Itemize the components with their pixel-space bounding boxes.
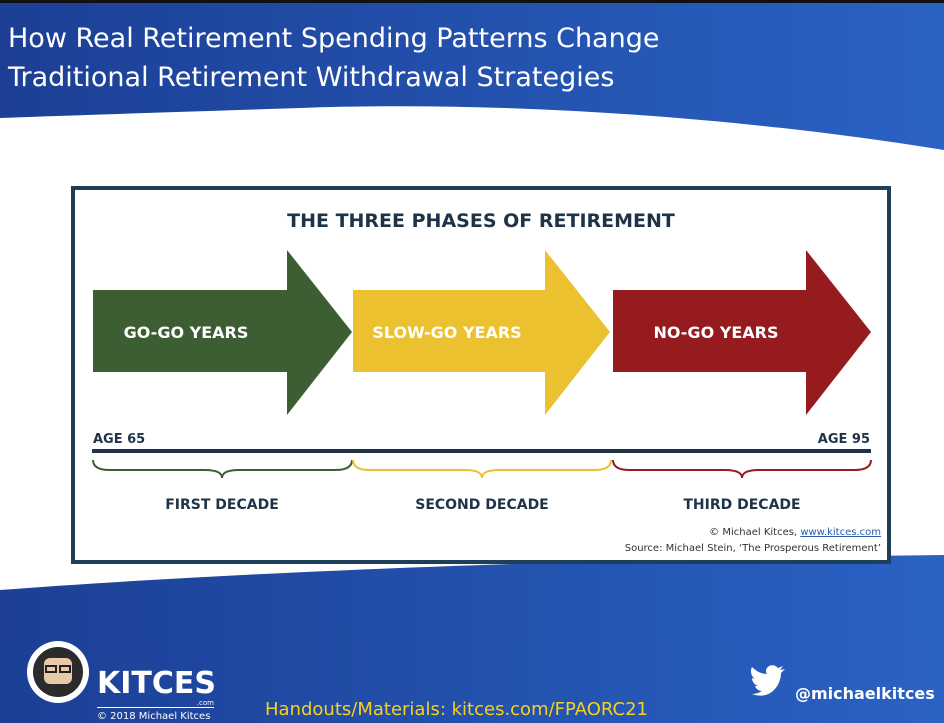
age-end: AGE 95: [818, 432, 870, 447]
twitter-icon: [751, 665, 785, 696]
phase-arrow: [93, 250, 352, 415]
decade-label: THIRD DECADE: [683, 497, 800, 513]
phase-arrow: [353, 250, 610, 415]
credit-prefix: © Michael Kitces,: [709, 527, 797, 538]
logo-face-skin: [44, 658, 72, 684]
age-start: AGE 65: [93, 432, 145, 447]
header-band: [0, 0, 944, 150]
decade-brace: [352, 459, 612, 479]
phase-label: NO-GO YEARS: [654, 323, 779, 342]
slide-title-line: How Real Retirement Spending Patterns Ch…: [8, 23, 659, 54]
handouts[interactable]: Handouts/Materials: kitces.com/FPAORC21: [265, 699, 648, 720]
decade-label: SECOND DECADE: [415, 497, 549, 513]
twitter-handle[interactable]: @michaelkitces: [795, 684, 935, 703]
decade-label: FIRST DECADE: [165, 497, 279, 513]
slide-title-line: Traditional Retirement Withdrawal Strate…: [7, 62, 614, 93]
phase-label: GO-GO YEARS: [124, 323, 249, 342]
decade-brace: [92, 459, 353, 479]
phase-arrow: [613, 250, 871, 415]
copyright: © 2018 Michael Kitces: [97, 711, 210, 722]
logo-glasses: [59, 665, 71, 673]
logo-rule: [97, 707, 214, 708]
timeline: [92, 449, 871, 453]
credit: © Michael Kitces, www.kitces.com: [709, 527, 881, 538]
logo-name: KITCES: [97, 666, 216, 701]
phase-label: SLOW-GO YEARS: [372, 323, 521, 342]
infographic-title: THE THREE PHASES OF RETIREMENT: [287, 210, 675, 232]
top-edge: [0, 0, 944, 3]
logo-glasses: [45, 665, 57, 673]
source: Source: Michael Stein, ‘The Prosperous R…: [625, 543, 881, 554]
logo-suffix: .com: [197, 699, 214, 707]
credit-link[interactable]: www.kitces.com: [800, 527, 881, 538]
footer-band: [0, 555, 944, 723]
decade-brace: [612, 459, 872, 479]
infographic-frame: [71, 186, 891, 564]
